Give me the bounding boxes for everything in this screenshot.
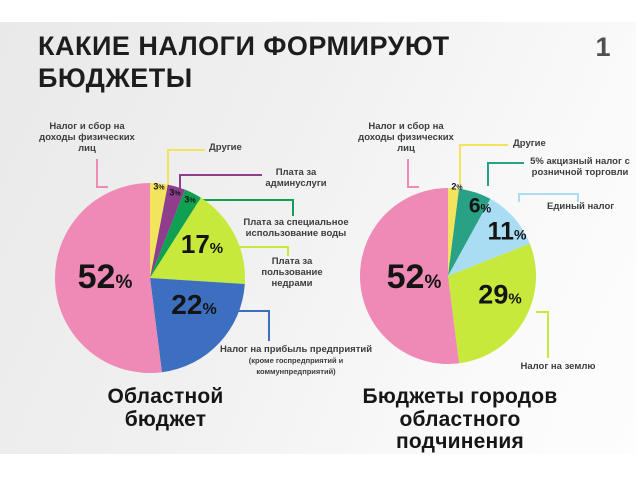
pie1-pct-label-3: 29% bbox=[478, 279, 522, 310]
pie1-pct-label-4: 52% bbox=[386, 258, 442, 296]
pie1-pct-label-1: 6% bbox=[468, 194, 492, 218]
pie0-pct-label-1: 3% bbox=[169, 187, 181, 198]
callout-label-water-use: Плата за специальное использование воды bbox=[243, 217, 349, 240]
pie0-slice-4 bbox=[150, 278, 245, 373]
callout-line-pie1-slice4 bbox=[407, 159, 419, 188]
callout-label-income-tax-left: Налог и сбор на доходы физических лиц bbox=[39, 121, 135, 155]
pie0-pct-label-0: 3% bbox=[153, 181, 165, 192]
pie1-slice-0 bbox=[448, 188, 460, 276]
callout-label-land-tax: Налог на землю bbox=[520, 361, 596, 372]
pie0-pct-label-4: 22% bbox=[171, 289, 217, 320]
callout-label-income-tax-right: Налог и сбор на доходы физических лиц bbox=[358, 121, 454, 155]
callout-line-pie0-slice2 bbox=[196, 199, 294, 216]
callout-label-other-right: Другие bbox=[513, 138, 546, 149]
callout-line-pie0-slice1 bbox=[179, 174, 262, 189]
callout-line-pie1-slice0 bbox=[459, 144, 508, 185]
pie0-slice-2 bbox=[150, 189, 201, 278]
pie0-slice-3 bbox=[150, 197, 245, 284]
callout-line-pie1-slice1 bbox=[487, 162, 524, 186]
pie1-slice-4 bbox=[360, 187, 460, 364]
callout-line-pie1-slice3 bbox=[536, 311, 549, 358]
callout-label-single-tax: Единый налог bbox=[547, 201, 615, 212]
caption-city-budgets: Бюджеты городов областного подчинения bbox=[362, 385, 558, 454]
callout-line-pie0-slice5 bbox=[96, 159, 108, 188]
callout-label-excise-tax: 5% акцизный налог с розничной торговли bbox=[530, 156, 630, 179]
callout-line-pie0-slice3 bbox=[233, 246, 289, 256]
pie0-slice-1 bbox=[150, 184, 185, 278]
pie0-slice-0 bbox=[150, 183, 168, 278]
pie1-slice-1 bbox=[448, 188, 491, 276]
callout-label-profit-tax-main: Налог на прибыль предприятий bbox=[219, 344, 373, 355]
pie1-slice-2 bbox=[448, 198, 530, 276]
caption-regional-budget: Областной бюджет bbox=[107, 385, 224, 431]
callout-line-pie0-slice4 bbox=[230, 310, 270, 341]
pie1-pct-label-0: 2% bbox=[451, 181, 463, 192]
pie1-slice-3 bbox=[448, 243, 536, 364]
pie0-pct-label-2: 3% bbox=[184, 194, 196, 205]
pie1-pct-label-2: 11% bbox=[487, 217, 527, 246]
callout-label-other-left: Другие bbox=[209, 142, 242, 153]
pie0-pct-label-5: 52% bbox=[77, 258, 133, 296]
callout-label-subsoil-use: Плата за пользование недрами bbox=[261, 256, 323, 290]
callout-line-pie1-slice2 bbox=[518, 193, 579, 202]
slide-title: КАКИЕ НАЛОГИ ФОРМИРУЮТ БЮДЖЕТЫ bbox=[38, 31, 450, 94]
pie0-slice-5 bbox=[55, 183, 162, 373]
page-number: 1 bbox=[595, 32, 611, 62]
callout-label-profit-tax: Налог на прибыль предприятий (кроме госп… bbox=[214, 344, 378, 378]
callout-label-profit-tax-note: (кроме госпредприятий и коммунпредприяти… bbox=[248, 356, 344, 377]
callout-line-pie0-slice0 bbox=[167, 149, 205, 191]
pie0-pct-label-3: 17% bbox=[180, 229, 224, 259]
callout-label-admin-services: Плата за админуслуги bbox=[265, 167, 327, 190]
